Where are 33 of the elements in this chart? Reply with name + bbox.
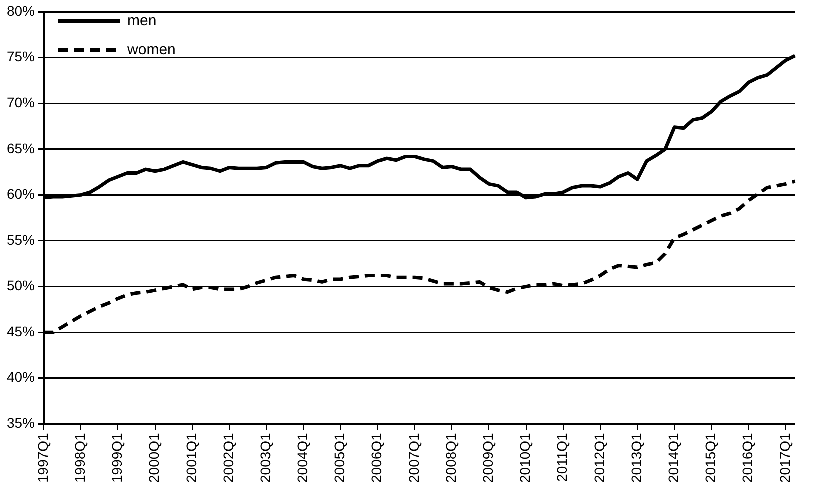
x-tick-label: 2009Q1 (480, 432, 496, 484)
x-tick-label: 2013Q1 (628, 432, 644, 484)
x-tick-label: 2005Q1 (332, 432, 348, 484)
y-tick-label: 35% (6, 415, 36, 432)
x-tick-label: 2004Q1 (294, 432, 311, 484)
x-tick-label: 2012Q1 (591, 432, 608, 484)
y-tick-label: 55% (6, 232, 36, 248)
x-tick-label: 2002Q1 (220, 432, 236, 484)
x-tick-label: 2011Q1 (554, 432, 570, 482)
y-tick-label: 70% (6, 94, 36, 110)
x-tick-label: 2010Q1 (517, 432, 534, 484)
y-tick-label: 50% (6, 278, 36, 294)
x-tick-label: 2006Q1 (368, 432, 385, 484)
y-tick-label: 75% (6, 48, 36, 65)
x-tick-label: 2014Q1 (666, 432, 682, 484)
y-tick-label: 40% (6, 369, 36, 386)
legend-label: women (126, 42, 176, 59)
x-tick-label: 2008Q1 (442, 432, 459, 484)
x-tick-label: 2015Q1 (702, 432, 719, 484)
x-tick-label: 1998Q1 (72, 432, 88, 484)
x-tick-label: 2003Q1 (257, 432, 274, 484)
y-tick-label: 65% (6, 140, 36, 156)
x-tick-label: 2000Q1 (146, 432, 162, 484)
x-tick-label: 1999Q1 (109, 432, 126, 484)
x-tick-label: 2007Q1 (406, 432, 422, 484)
x-tick-label: 1997Q1 (34, 432, 51, 484)
legend-label: men (128, 12, 157, 30)
y-tick-label: 45% (6, 323, 36, 340)
x-tick-label: 2017Q1 (776, 432, 793, 484)
x-tick-label: 2016Q1 (740, 432, 756, 484)
y-tick-label: 60% (6, 186, 36, 202)
y-tick-label: 80% (6, 2, 36, 19)
x-tick-label: 2001Q1 (183, 432, 200, 484)
